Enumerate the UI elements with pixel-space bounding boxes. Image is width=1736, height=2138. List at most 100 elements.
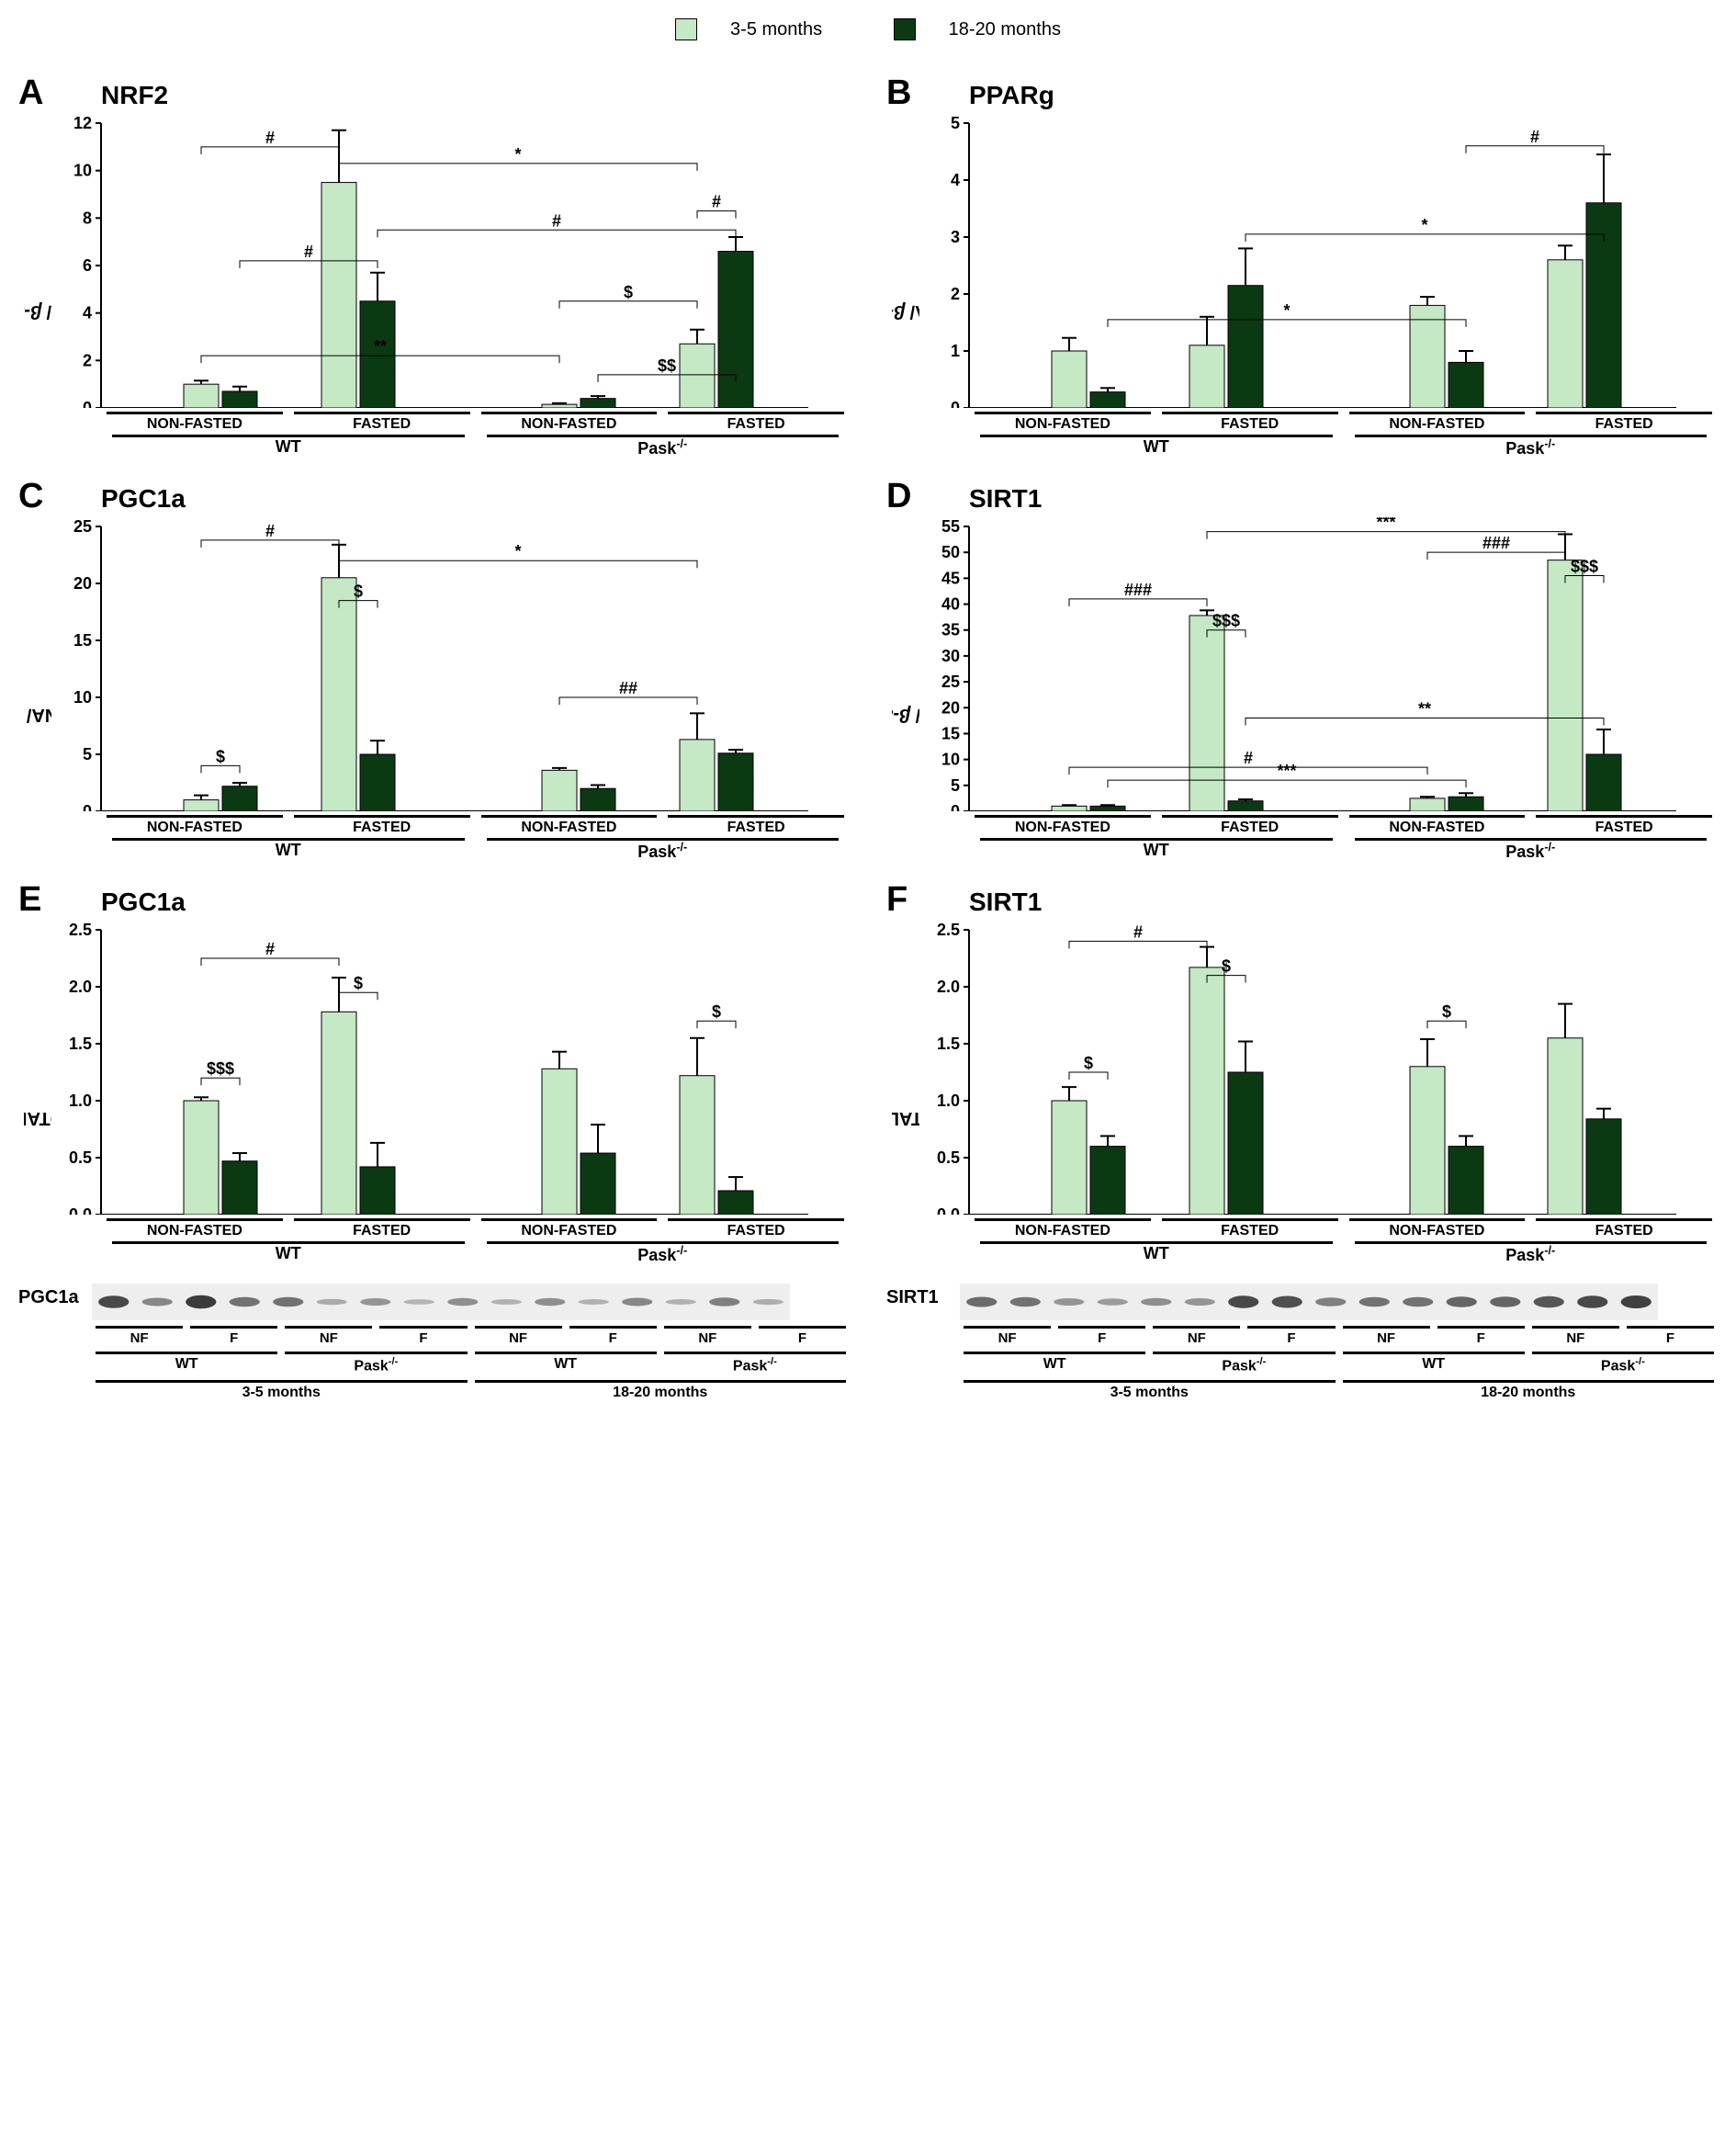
svg-text:55: 55	[941, 517, 960, 536]
svg-text:*: *	[1421, 216, 1427, 234]
panel-title: PGC1a	[101, 477, 850, 514]
panel-title: SIRT1	[969, 477, 1718, 514]
svg-text:#: #	[712, 193, 721, 211]
svg-text:10: 10	[73, 688, 92, 707]
svg-text:$$$: $$$	[207, 1059, 234, 1078]
svg-text:2: 2	[951, 285, 960, 303]
y-axis-label: Nrf-2 mRNA/ β-actin mRNA	[18, 114, 55, 458]
panel-letter: E	[18, 880, 41, 920]
panel-letter: C	[18, 477, 43, 516]
figure-grid: A NRF2 Nrf-2 mRNA/ β-actin mRNA 02468101…	[18, 74, 1718, 1401]
svg-text:Nrf-2 mRNA/ β-actin mRNA: Nrf-2 mRNA/ β-actin mRNA	[24, 301, 51, 322]
svg-text:40: 40	[941, 595, 960, 614]
x-axis-labels: NON-FASTEDFASTEDNON-FASTEDFASTED WTPask-…	[969, 811, 1718, 862]
svg-text:2.0: 2.0	[69, 978, 92, 996]
panel-title: NRF2	[101, 74, 850, 110]
svg-text:5: 5	[83, 745, 92, 764]
panel-B: B PPARg Pparg mRNA/ β-actin mRNA 012345#…	[886, 74, 1718, 458]
svg-text:##: ##	[619, 679, 637, 697]
blot-image: NFFNFFNFFNFF WTPask-/-WTPask-/- 3-5 mont…	[960, 1284, 1718, 1401]
panel-letter: D	[886, 477, 911, 516]
blot-panel-SIRT1: SIRT1 NFFNFFNFFNFF WTPask-/-WTPask-/- 3-…	[886, 1284, 1718, 1401]
svg-text:45: 45	[941, 569, 960, 587]
svg-text:10: 10	[941, 751, 960, 769]
svg-text:$: $	[1442, 1002, 1451, 1021]
panel-title: PPARg	[969, 74, 1718, 110]
svg-text:***: ***	[1376, 517, 1395, 532]
svg-text:20: 20	[941, 698, 960, 717]
x-axis-labels: NON-FASTEDFASTEDNON-FASTEDFASTED WTPask-…	[101, 1215, 850, 1265]
svg-text:1.0: 1.0	[69, 1092, 92, 1110]
svg-text:8: 8	[83, 209, 92, 227]
svg-text:35: 35	[941, 621, 960, 639]
svg-text:*: *	[1283, 301, 1290, 320]
x-axis-labels: NON-FASTEDFASTEDNON-FASTEDFASTED WTPask-…	[969, 1215, 1718, 1265]
svg-text:10: 10	[73, 162, 92, 180]
svg-text:$: $	[1084, 1054, 1093, 1072]
svg-text:0: 0	[83, 399, 92, 408]
panel-E: E PGC1a PGC1a/ TOTAL PROTEIN 0.0 0.5 1.0 1.…	[18, 880, 850, 1265]
svg-text:15: 15	[941, 724, 960, 742]
svg-text:#: #	[1244, 749, 1253, 767]
svg-text:SIRT1/ TOTAL PROTEIN: SIRT1/ TOTAL PROTEIN	[892, 1108, 919, 1128]
svg-text:0.0: 0.0	[69, 1205, 92, 1215]
svg-text:2.0: 2.0	[937, 978, 960, 996]
svg-text:$$$: $$$	[1571, 558, 1598, 576]
svg-text:#: #	[265, 940, 275, 958]
panel-D: D SIRT1 Sirt1 mRNA/ β-actin mRNA 0510152…	[886, 477, 1718, 862]
svg-text:**: **	[1418, 700, 1431, 718]
svg-text:25: 25	[941, 673, 960, 691]
panel-title: SIRT1	[969, 880, 1718, 917]
x-axis-labels: NON-FASTEDFASTEDNON-FASTEDFASTED WTPask-…	[101, 408, 850, 458]
panel-F: F SIRT1 SIRT1/ TOTAL PROTEIN 0.00.51.01.…	[886, 880, 1718, 1265]
svg-text:#: #	[1133, 922, 1143, 941]
svg-text:0.0: 0.0	[937, 1205, 960, 1215]
svg-text:**: **	[374, 337, 387, 356]
chart-plot: 0.00.51.01.52.02.5#$$$$$ NON-FASTEDFASTE…	[55, 921, 850, 1265]
x-axis-labels: NON-FASTEDFASTEDNON-FASTEDFASTED WTPask-…	[969, 408, 1718, 458]
svg-text:1.5: 1.5	[69, 1035, 92, 1053]
svg-text:$: $	[354, 583, 363, 601]
y-axis-label: PGC1a/ TOTAL PROTEIN	[18, 921, 55, 1265]
svg-text:30: 30	[941, 647, 960, 665]
svg-text:12: 12	[73, 114, 92, 132]
svg-text:#: #	[552, 211, 561, 230]
svg-text:$: $	[354, 974, 363, 992]
svg-text:0: 0	[83, 802, 92, 811]
chart-plot: 0510152025303540455055***###$$$###$$$**#…	[923, 517, 1718, 862]
svg-text:20: 20	[73, 574, 92, 593]
svg-text:4: 4	[951, 171, 960, 189]
legend-swatch-aged	[894, 18, 916, 40]
svg-text:0: 0	[951, 399, 960, 408]
svg-text:1: 1	[951, 342, 960, 360]
svg-text:*: *	[514, 542, 521, 560]
svg-text:$: $	[624, 283, 633, 301]
y-axis-label: Pparg mRNA/ β-actin mRNA	[886, 114, 923, 458]
svg-text:$$$: $$$	[1212, 612, 1240, 630]
x-axis-labels: NON-FASTEDFASTEDNON-FASTEDFASTED WTPask-…	[101, 811, 850, 862]
svg-text:2.5: 2.5	[937, 921, 960, 939]
svg-text:$: $	[1222, 957, 1231, 976]
panel-letter: A	[18, 74, 43, 113]
svg-text:#: #	[265, 129, 275, 147]
svg-text:50: 50	[941, 543, 960, 561]
svg-text:#: #	[304, 243, 313, 261]
chart-plot: 0.00.51.01.52.02.5#$$$ NON-FASTEDFASTEDN…	[923, 921, 1718, 1265]
legend-label-aged: 18-20 months	[949, 19, 1061, 40]
svg-text:1.0: 1.0	[937, 1092, 960, 1110]
svg-text:4: 4	[83, 304, 92, 322]
figure-legend: 3-5 months 18-20 months	[18, 18, 1718, 46]
svg-text:0: 0	[951, 802, 960, 811]
svg-text:###: ###	[1124, 581, 1152, 599]
svg-text:1.5: 1.5	[937, 1035, 960, 1053]
svg-text:0.5: 0.5	[69, 1148, 92, 1167]
chart-plot: 0510152025#*$##$ NON-FASTEDFASTEDNON-FAS…	[55, 517, 850, 862]
svg-text:15: 15	[73, 631, 92, 650]
svg-text:Ppargc1a mRNA/ β-actin mRNA: Ppargc1a mRNA/ β-actin mRNA	[24, 705, 51, 725]
panel-A: A NRF2 Nrf-2 mRNA/ β-actin mRNA 02468101…	[18, 74, 850, 458]
svg-text:6: 6	[83, 256, 92, 275]
y-axis-label: Ppargc1a mRNA/ β-actin mRNA	[18, 517, 55, 862]
svg-text:$$: $$	[658, 356, 676, 375]
y-axis-label: SIRT1/ TOTAL PROTEIN	[886, 921, 923, 1265]
panel-title: PGC1a	[101, 880, 850, 917]
